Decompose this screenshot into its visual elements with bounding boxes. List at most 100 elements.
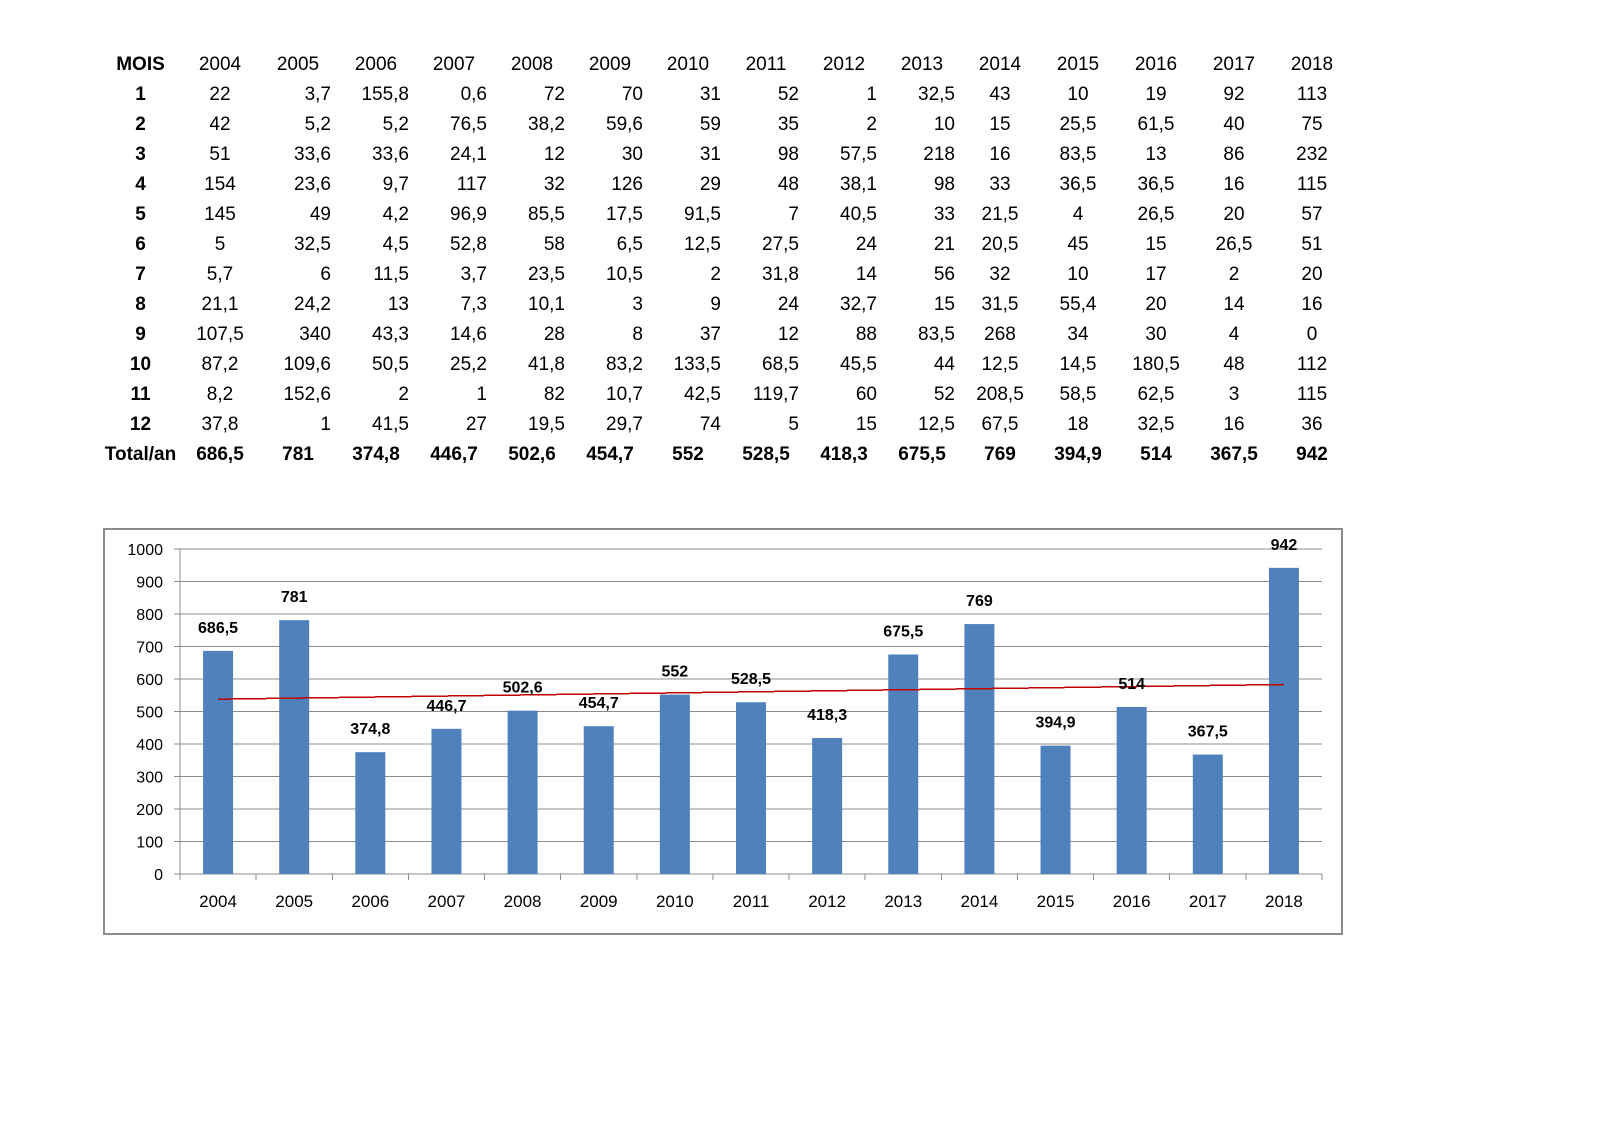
table-cell: 33 (933, 204, 955, 225)
table-cell: 59 (699, 114, 721, 135)
month-label: 1 (135, 84, 146, 105)
month-label: 7 (135, 264, 146, 285)
table-cell: 45 (1067, 234, 1089, 255)
table-cell: 1 (866, 84, 877, 105)
table-cell: 20,5 (981, 234, 1019, 255)
table-cell: 41,5 (372, 414, 409, 435)
table-cell: 4,2 (382, 204, 409, 225)
total-cell: 418,3 (820, 444, 868, 465)
table-row: 6 5 32,5 4,5 52,8 58 6,5 12,5 27,5 24 21 20,5 45 15 26… (100, 230, 1351, 260)
table-cell: 112 (1296, 354, 1328, 375)
table-cell: 2 (710, 264, 721, 285)
column-header-year: 2006 (354, 54, 398, 75)
table-cell: 24 (777, 294, 799, 315)
table-cell: 17,5 (606, 204, 643, 225)
table-cell: 57 (1301, 204, 1323, 225)
bar-2005 (279, 620, 310, 874)
table-cell: 36 (1301, 414, 1323, 435)
table-cell: 19,5 (528, 414, 565, 435)
table-cell: 27,5 (762, 234, 799, 255)
table-cell: 31,5 (981, 294, 1019, 315)
table-cell: 12 (777, 324, 799, 345)
total-cell: 454,7 (586, 444, 634, 465)
data-table: MOIS 2004 2005 2006 2007 2008 2009 2010 2011 2012… (100, 50, 1351, 470)
data-label-2018: 942 (1271, 537, 1298, 554)
table-cell: 59,6 (606, 114, 643, 135)
column-header-year: 2005 (276, 54, 320, 75)
table-cell: 155,8 (361, 84, 409, 105)
table-cell: 10 (1067, 84, 1089, 105)
table-cell: 58,5 (1059, 384, 1097, 405)
table-cell: 86 (1223, 144, 1245, 165)
table-cell: 14,5 (1059, 354, 1097, 375)
table-cell: 43,3 (372, 324, 409, 345)
month-label: 11 (130, 384, 151, 405)
bar-2018 (1268, 567, 1299, 874)
x-tick-label: 2011 (733, 892, 770, 911)
table-cell: 49 (309, 204, 331, 225)
column-header-year: 2013 (900, 54, 944, 75)
table-cell: 52,8 (450, 234, 487, 255)
table-cell: 152,6 (283, 384, 331, 405)
table-cell: 83,2 (606, 354, 643, 375)
table-cell: 15 (1145, 234, 1167, 255)
table-cell: 74 (699, 414, 721, 435)
table-cell: 9 (710, 294, 721, 315)
table-cell: 23,6 (294, 174, 331, 195)
table-cell: 19 (1145, 84, 1167, 105)
table-cell: 35 (777, 114, 799, 135)
table-cell: 16 (989, 144, 1011, 165)
table-row: 5 145 49 4,2 96,9 85,5 17,5 91,5 7 40,5 33 21,5 4 26,… (100, 200, 1351, 230)
x-tick-label: 2013 (884, 892, 922, 911)
y-tick-label: 0 (154, 867, 163, 884)
x-tick-label: 2015 (1037, 892, 1075, 911)
table-cell: 109,6 (283, 354, 331, 375)
total-cell: 367,5 (1210, 444, 1258, 465)
table-cell: 9,7 (382, 174, 409, 195)
data-label-2006: 374,8 (350, 721, 390, 738)
table-cell: 70 (621, 84, 643, 105)
table-cell: 133,5 (673, 354, 721, 375)
data-label-2009: 454,7 (579, 695, 619, 712)
table-cell: 218 (923, 144, 955, 165)
total-cell: 942 (1296, 444, 1328, 465)
table-cell: 10,1 (528, 294, 565, 315)
table-cell: 145 (204, 204, 236, 225)
total-cell: 781 (282, 444, 314, 465)
table-cell: 36,5 (1137, 174, 1175, 195)
table-cell: 25,2 (450, 354, 487, 375)
table-cell: 154 (204, 174, 236, 195)
table-cell: 12,5 (684, 234, 721, 255)
table-cell: 14 (1223, 294, 1245, 315)
table-cell: 115 (1296, 384, 1328, 405)
table-cell: 29 (699, 174, 721, 195)
data-label-2004: 686,5 (198, 620, 238, 637)
table-cell: 21,1 (201, 294, 239, 315)
table-cell: 24,2 (294, 294, 331, 315)
table-cell: 40,5 (840, 204, 877, 225)
table-cell: 11,5 (373, 264, 409, 285)
table-cell: 2 (1228, 264, 1240, 285)
table-cell: 28 (543, 324, 565, 345)
table-cell: 38,2 (528, 114, 565, 135)
table-cell: 42,5 (684, 384, 721, 405)
month-label: 4 (135, 174, 146, 195)
table-cell: 10 (933, 114, 955, 135)
table-cell: 16 (1301, 294, 1323, 315)
total-label: Total/an (104, 444, 177, 465)
y-tick-label: 300 (136, 770, 163, 787)
x-tick-label: 2009 (580, 892, 618, 911)
table-row: 1 22 3,7 155,8 0,6 72 70 31 52 1 32,5 43 10 19 92 113 (100, 80, 1351, 110)
data-label-2010: 552 (662, 664, 689, 681)
x-tick-label: 2004 (199, 892, 237, 911)
table-cell: 30 (1145, 324, 1167, 345)
table-cell: 33,6 (372, 144, 409, 165)
table-cell: 20 (1301, 264, 1323, 285)
y-tick-label: 700 (136, 640, 163, 657)
table-cell: 96,9 (450, 204, 487, 225)
month-label: 6 (135, 234, 146, 255)
table-cell: 5,7 (206, 264, 234, 285)
table-cell: 37,8 (201, 414, 239, 435)
table-cell: 50,5 (372, 354, 409, 375)
table-cell: 34 (1067, 324, 1089, 345)
